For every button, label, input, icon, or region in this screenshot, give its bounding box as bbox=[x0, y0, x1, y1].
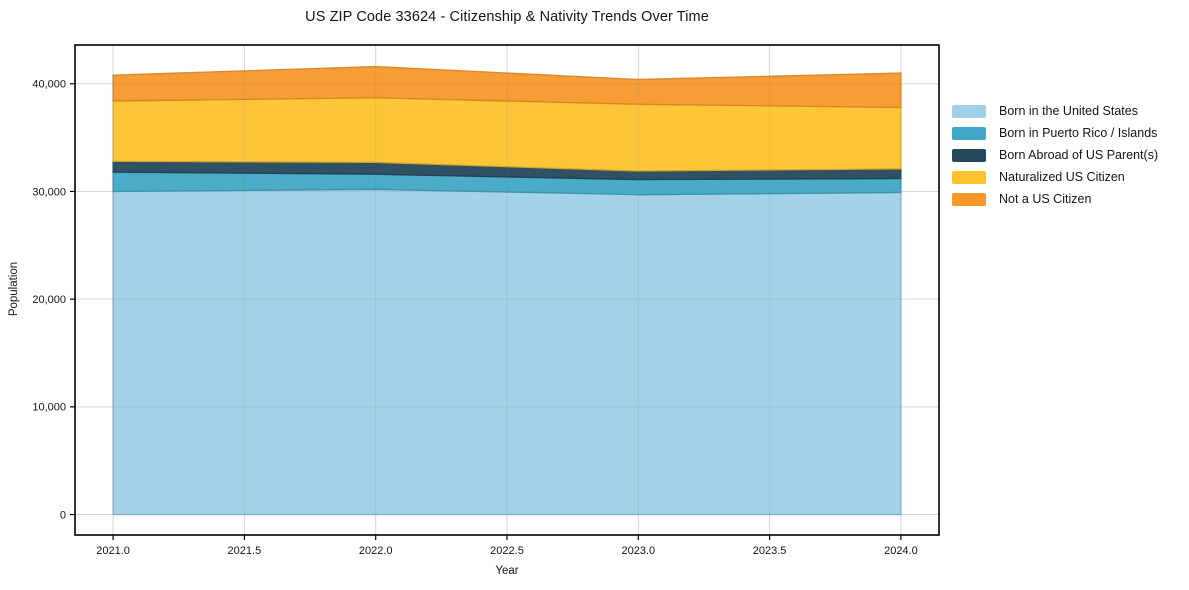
legend-swatch-born-abroad bbox=[952, 149, 986, 162]
legend-label: Naturalized US Citizen bbox=[999, 170, 1125, 184]
y-tick-label: 20,000 bbox=[32, 294, 66, 306]
x-tick-label: 2021.0 bbox=[96, 545, 130, 557]
axis-ticks: 2021.0 2021.5 2022.0 2022.5 2023.0 2023.5 2024… bbox=[32, 79, 917, 557]
legend-label: Not a US Citizen bbox=[999, 192, 1092, 206]
x-tick-label: 2022.5 bbox=[490, 545, 524, 557]
legend-item-not-citizen: Not a US Citizen bbox=[952, 193, 1158, 206]
legend-swatch-naturalized bbox=[952, 171, 986, 184]
legend-swatch-born-puerto-rico bbox=[952, 127, 986, 140]
stacked-areas bbox=[112, 65, 902, 516]
y-tick-label: 40,000 bbox=[32, 79, 66, 91]
legend-item-born-in-us: Born in the United States bbox=[952, 105, 1158, 118]
legend-swatch-born-in-us bbox=[952, 105, 986, 118]
x-tick-label: 2023.5 bbox=[753, 545, 787, 557]
legend-label: Born Abroad of US Parent(s) bbox=[999, 148, 1159, 162]
gridlines-overlay bbox=[75, 45, 939, 535]
legend-label: Born in Puerto Rico / Islands bbox=[999, 126, 1158, 140]
x-tick-label: 2024.0 bbox=[884, 545, 918, 557]
chart-title: US ZIP Code 33624 - Citizenship & Nativi… bbox=[305, 9, 709, 25]
legend-label: Born in the United States bbox=[999, 104, 1138, 118]
x-tick-label: 2021.5 bbox=[228, 545, 262, 557]
y-tick-label: 30,000 bbox=[32, 186, 66, 198]
legend-swatch-not-citizen bbox=[952, 193, 986, 206]
x-tick-label: 2022.0 bbox=[359, 545, 393, 557]
y-tick-label: 0 bbox=[60, 509, 66, 521]
x-tick-label: 2023.0 bbox=[621, 545, 655, 557]
legend: Born in the United States Born in Puerto… bbox=[952, 105, 1158, 206]
legend-item-born-puerto-rico: Born in Puerto Rico / Islands bbox=[952, 127, 1158, 140]
y-tick-label: 10,000 bbox=[32, 402, 66, 414]
legend-item-naturalized: Naturalized US Citizen bbox=[952, 171, 1158, 184]
legend-item-born-abroad: Born Abroad of US Parent(s) bbox=[952, 149, 1158, 162]
x-axis-label: Year bbox=[495, 565, 519, 577]
area-not-a-us-citizen bbox=[112, 65, 902, 109]
